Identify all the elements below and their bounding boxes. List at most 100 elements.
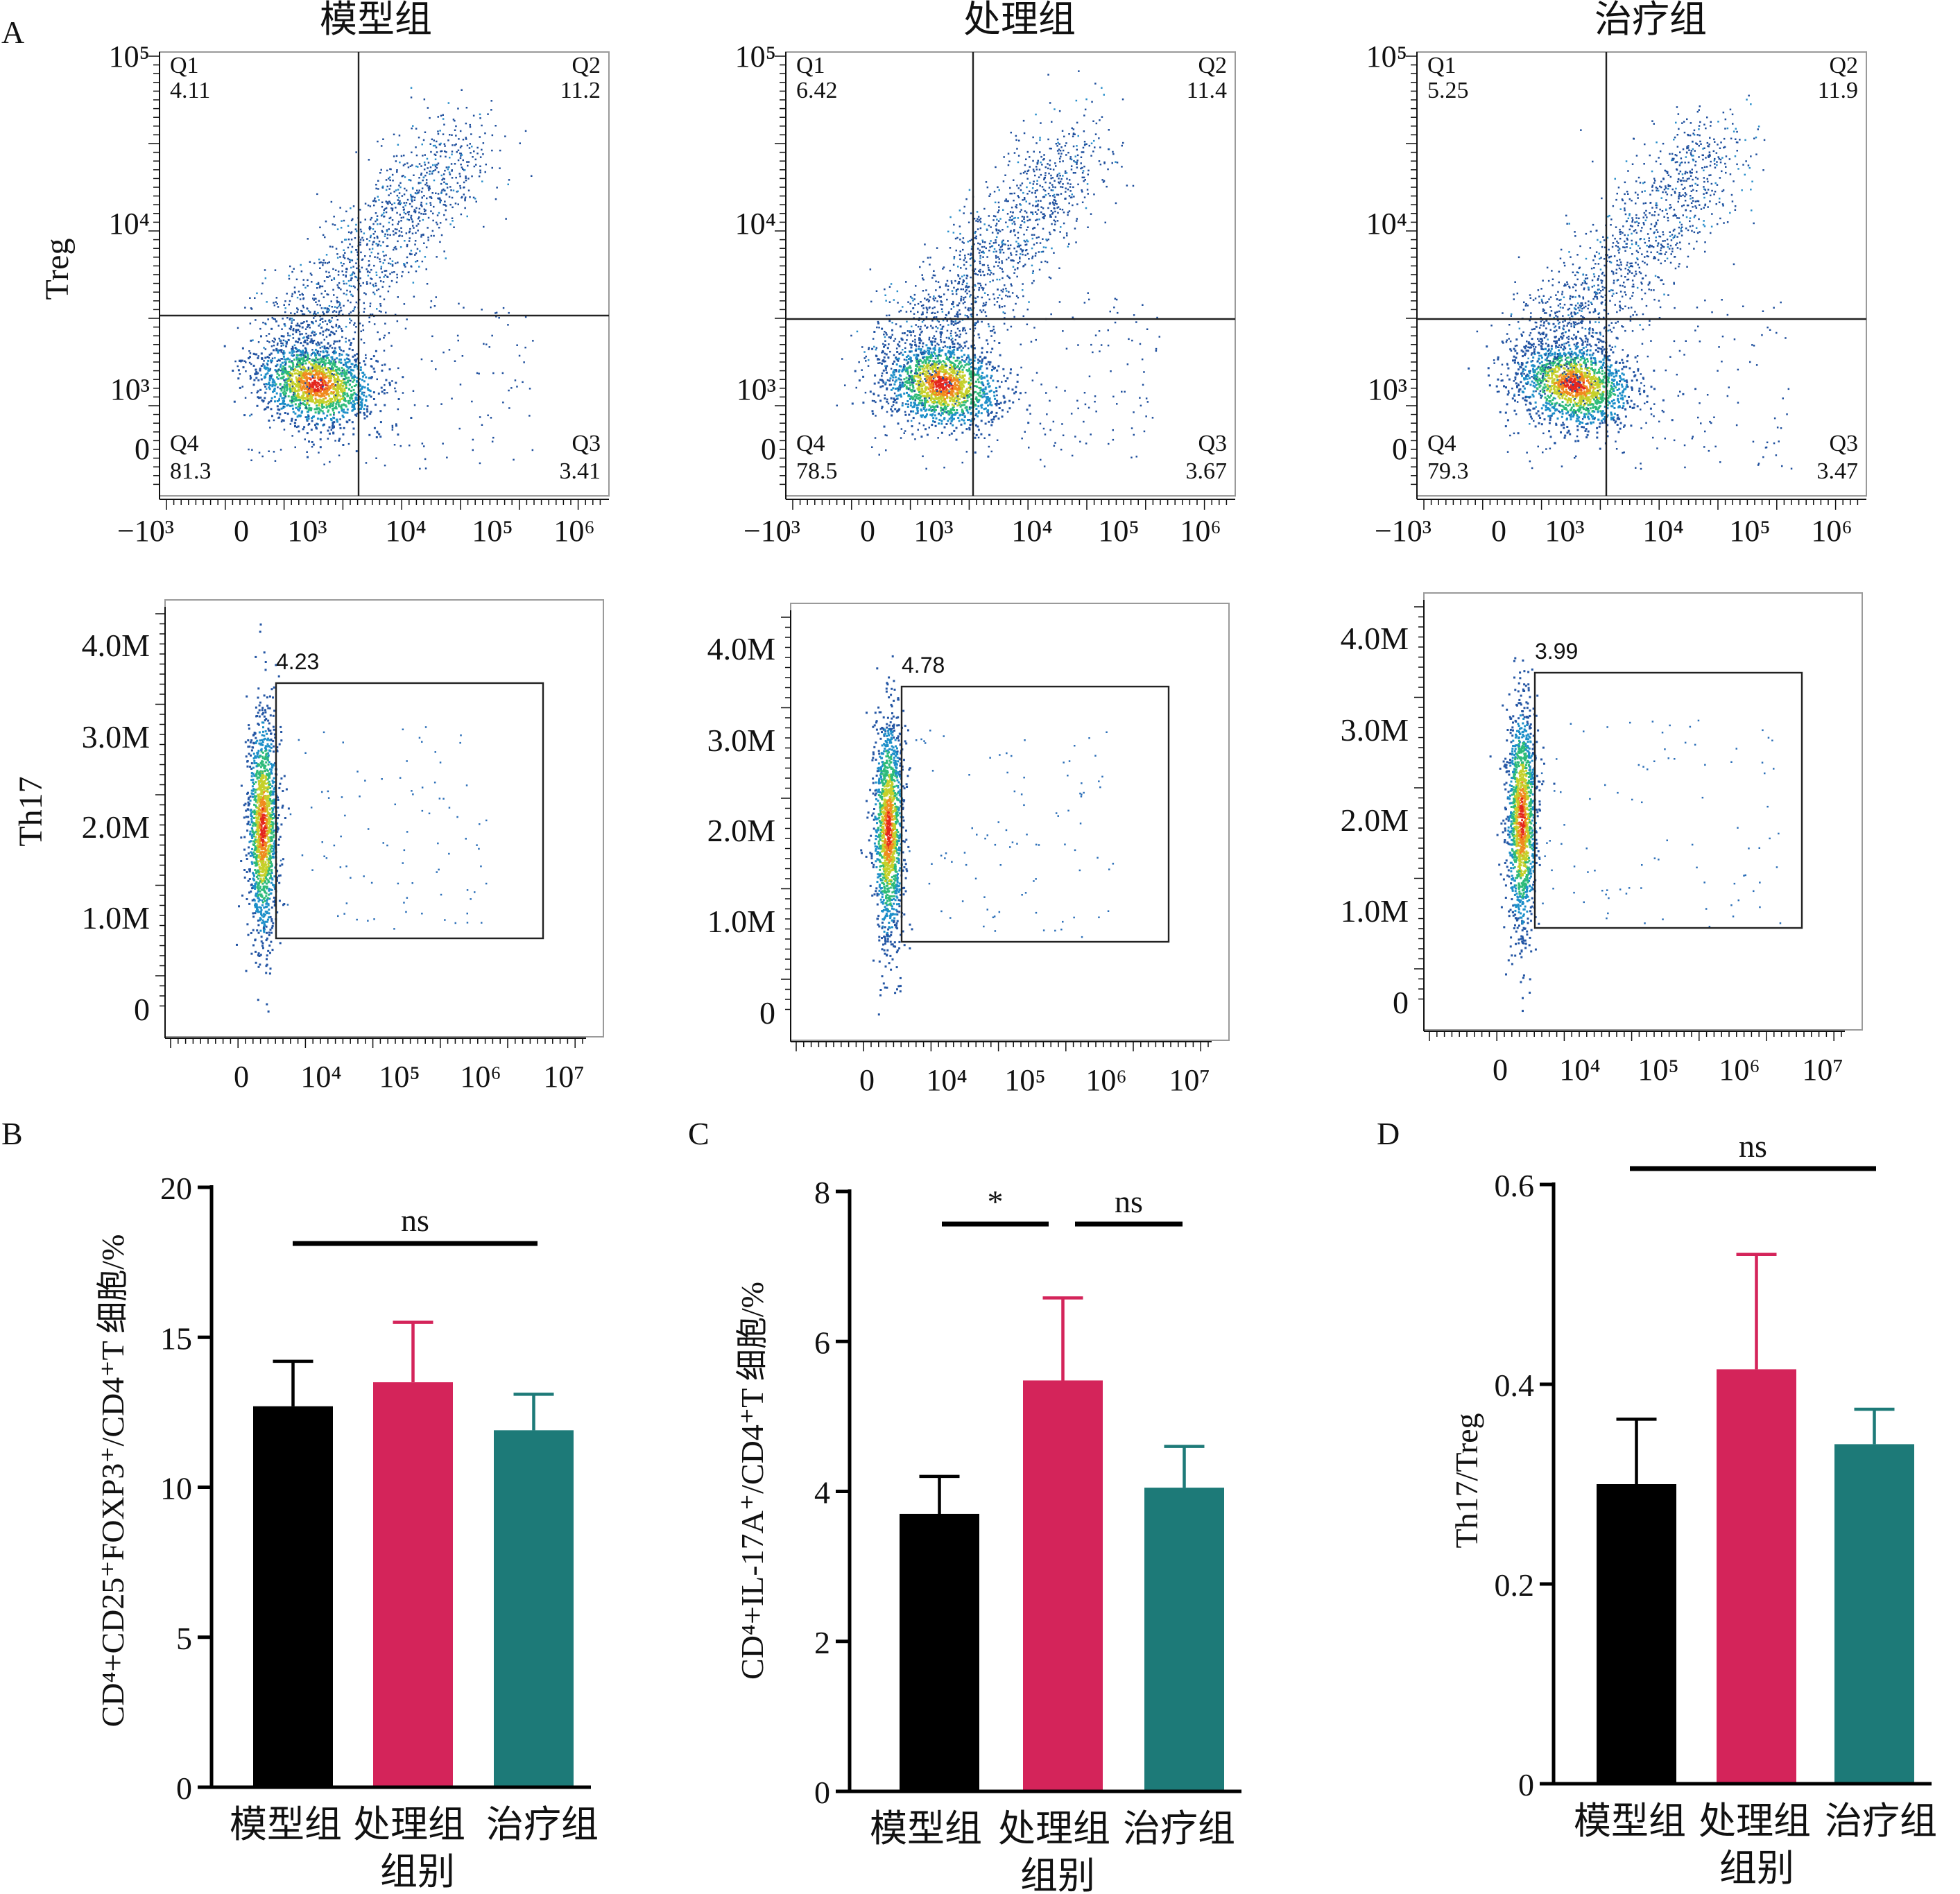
treg-event-dot — [918, 394, 921, 397]
treg-event-dot — [953, 365, 956, 368]
treg-event-dot — [436, 151, 438, 153]
treg-event-dot — [363, 411, 366, 414]
treg-event-dot — [295, 354, 298, 356]
treg-event-dot — [320, 350, 322, 353]
treg-event-dot — [333, 397, 336, 399]
treg-event-dot — [970, 294, 972, 296]
treg-event-dot — [922, 353, 925, 356]
treg-event-dot — [428, 189, 430, 191]
treg-event-dot — [298, 338, 300, 341]
treg-event-dot — [368, 316, 370, 319]
treg-event-dot — [298, 381, 300, 383]
treg-event-dot — [885, 300, 887, 302]
treg-event-dot — [851, 402, 854, 405]
treg-event-dot — [899, 325, 902, 328]
treg-event-dot — [388, 285, 390, 288]
treg-event-dot — [378, 433, 381, 436]
treg-event-dot — [410, 417, 413, 419]
treg-event-dot — [317, 389, 320, 392]
treg-event-dot — [443, 214, 445, 216]
treg-event-dot — [888, 384, 891, 386]
treg-event-dot — [307, 238, 309, 240]
treg-event-dot — [959, 384, 962, 386]
treg-event-dot — [237, 377, 240, 380]
treg-event-dot — [923, 372, 926, 375]
treg-event-dot — [333, 294, 335, 296]
treg-event-dot — [338, 394, 341, 397]
treg-event-dot — [280, 365, 282, 368]
treg-event-dot — [323, 372, 326, 374]
treg-event-dot — [389, 202, 391, 204]
treg-event-dot — [421, 197, 423, 199]
treg-event-dot — [936, 385, 938, 388]
treg-event-dot — [1007, 164, 1010, 166]
treg-event-dot — [318, 286, 321, 289]
treg-event-dot — [302, 368, 305, 371]
treg-event-dot — [305, 351, 308, 354]
treg-event-dot — [350, 311, 352, 313]
treg-event-dot — [449, 173, 452, 175]
treg-event-dot — [316, 390, 318, 393]
treg-event-dot — [369, 305, 371, 307]
treg-event-dot — [992, 219, 995, 221]
treg-event-dot — [979, 389, 982, 392]
treg-event-dot — [334, 399, 337, 402]
treg-event-dot — [390, 168, 392, 171]
treg-event-dot — [952, 350, 954, 352]
treg-event-dot — [388, 228, 390, 230]
treg-event-dot — [289, 352, 291, 354]
treg-event-dot — [1019, 256, 1021, 259]
treg-event-dot — [492, 436, 495, 439]
treg-event-dot — [954, 383, 956, 385]
treg-event-dot — [504, 135, 506, 137]
treg-event-dot — [422, 179, 424, 182]
treg-event-dot — [938, 379, 940, 381]
treg-event-dot — [869, 390, 872, 393]
treg-event-dot — [991, 365, 994, 368]
treg-event-dot — [302, 386, 304, 388]
treg-event-dot — [913, 404, 915, 407]
treg-event-dot — [948, 375, 951, 378]
treg-event-dot — [915, 371, 917, 374]
treg-event-dot — [308, 387, 311, 390]
treg-event-dot — [359, 322, 361, 325]
treg-event-dot — [425, 246, 428, 248]
treg-event-dot — [955, 375, 958, 377]
treg-event-dot — [331, 369, 334, 372]
treg-event-dot — [452, 220, 454, 222]
treg-event-dot — [318, 358, 320, 361]
treg-event-dot — [378, 199, 380, 201]
treg-event-dot — [295, 351, 298, 353]
treg-event-dot — [371, 243, 374, 246]
treg-event-dot — [1029, 404, 1031, 407]
treg-event-dot — [343, 257, 346, 259]
treg-event-dot — [284, 403, 286, 405]
treg-event-dot — [293, 286, 296, 289]
treg-event-dot — [326, 390, 329, 393]
treg-event-dot — [393, 271, 395, 273]
treg-event-dot — [320, 293, 323, 295]
treg-event-dot — [874, 374, 877, 377]
treg-event-dot — [998, 386, 1001, 388]
treg-event-dot — [377, 196, 379, 198]
treg-event-dot — [920, 365, 922, 368]
treg-event-dot — [1033, 150, 1035, 153]
treg-event-dot — [395, 262, 397, 264]
treg-event-dot — [286, 384, 289, 386]
treg-event-dot — [467, 164, 469, 167]
treg-event-dot — [362, 325, 364, 327]
treg-event-dot — [466, 144, 469, 146]
treg-event-dot — [381, 231, 384, 233]
treg-event-dot — [286, 386, 288, 389]
treg-event-dot — [386, 202, 388, 205]
treg-event-dot — [366, 410, 369, 413]
treg-event-dot — [942, 383, 945, 385]
treg-event-dot — [370, 227, 372, 229]
treg-event-dot — [909, 389, 912, 392]
treg-event-dot — [961, 410, 963, 413]
treg-event-dot — [915, 355, 918, 358]
treg-event-dot — [266, 362, 268, 365]
treg-event-dot — [934, 383, 937, 386]
treg-event-dot — [963, 393, 965, 396]
treg-event-dot — [359, 241, 361, 243]
